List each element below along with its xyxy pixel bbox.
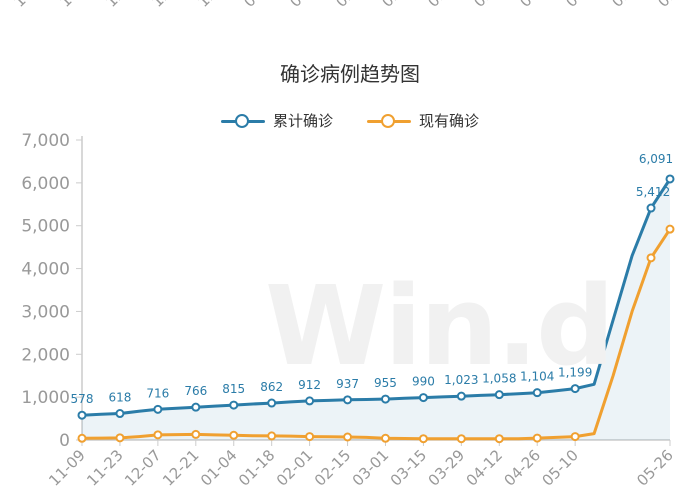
header-tick-label: 04-0: [516, 0, 553, 11]
series-point-1: [115, 433, 125, 443]
header-tick-label: 03-0: [424, 0, 461, 11]
header-tick-label: 02-2: [378, 0, 415, 11]
series-point-1: [305, 432, 315, 442]
legend-swatch-current: [367, 113, 411, 128]
series-point-0: [77, 410, 87, 420]
series-point-0: [115, 409, 125, 419]
y-tick-label: 0: [59, 431, 70, 451]
series-area-0: [82, 179, 670, 440]
y-tick-label: 1,000: [21, 388, 70, 408]
header-tick-label: 12-0: [102, 0, 139, 11]
series-point-1: [494, 434, 504, 444]
x-tick-label: 05-26: [633, 446, 677, 490]
data-label: 1,023: [444, 373, 478, 387]
series-point-0: [494, 390, 504, 400]
data-label: 862: [260, 380, 283, 394]
series-point-0: [191, 402, 201, 412]
series-point-0: [570, 384, 580, 394]
x-tick-label: 02-01: [273, 446, 317, 490]
header-tick-label: 03-: [470, 0, 500, 11]
header-tick-label: 11-2: [56, 0, 93, 11]
series-point-0: [665, 174, 675, 184]
y-tick-label: 5,000: [21, 217, 70, 237]
data-label: 937: [336, 377, 359, 391]
header-tick-label: 12-: [148, 0, 178, 11]
legend-swatch-cumulative: [220, 113, 265, 128]
y-tick-label: 4,000: [21, 260, 70, 280]
x-tick-label: 02-15: [311, 446, 355, 490]
chart-title: 确诊病例趋势图: [280, 62, 420, 86]
header-tick-label: 05-2: [654, 0, 691, 11]
data-label: 990: [412, 375, 435, 389]
data-label: 1,058: [482, 372, 516, 386]
data-label: 1,104: [520, 370, 554, 384]
header-tick-label: 11-: [10, 0, 40, 11]
series-point-0: [305, 396, 315, 406]
header-tick-label: 01-2: [286, 0, 323, 11]
x-tick-label: 05-10: [538, 446, 582, 490]
series-point-0: [418, 393, 428, 403]
series-point-1: [267, 431, 277, 441]
legend-label-current: 现有确诊: [419, 112, 480, 130]
x-tick-label: 04-26: [501, 446, 545, 490]
y-tick-label: 7,000: [21, 131, 70, 151]
y-tick-label: 3,000: [21, 302, 70, 322]
data-label: 766: [184, 384, 207, 398]
x-tick-label: 01-18: [235, 446, 279, 490]
series-point-1: [77, 433, 87, 443]
header-tick-label: 12-3: [194, 0, 231, 11]
series-point-0: [343, 395, 353, 405]
series-point-0: [532, 388, 542, 398]
x-tick-label: 01-04: [197, 446, 241, 490]
series-point-1: [229, 430, 239, 440]
x-tick-label: 03-01: [349, 446, 393, 490]
y-tick-label: 6,000: [21, 174, 70, 194]
header-tick-label: 05-: [608, 0, 638, 11]
data-label: 618: [108, 391, 131, 405]
series-point-0: [380, 394, 390, 404]
series-point-1: [153, 430, 163, 440]
y-tick-label: 2,000: [21, 345, 70, 365]
data-label: 1,199: [558, 366, 592, 380]
data-label: 955: [374, 376, 397, 390]
data-label: 815: [222, 382, 245, 396]
data-label: 6,091: [639, 152, 673, 166]
series-point-1: [343, 432, 353, 442]
series-point-0: [646, 203, 656, 213]
header-tick-label: 02-: [332, 0, 362, 11]
series-point-1: [380, 433, 390, 443]
x-tick-label: 04-12: [463, 446, 507, 490]
legend-item-cumulative[interactable]: 累计确诊: [220, 110, 333, 131]
data-label: 5,412: [636, 185, 670, 199]
series-point-1: [570, 432, 580, 442]
x-tick-label: 12-21: [159, 446, 203, 490]
series-point-1: [665, 224, 675, 234]
header-tick-label: 04-: [562, 0, 592, 11]
x-tick-label: 03-29: [425, 446, 469, 490]
series-point-0: [267, 398, 277, 408]
legend-item-current[interactable]: 现有确诊: [367, 110, 479, 131]
x-tick-label: 11-09: [45, 446, 89, 490]
x-tick-label: 12-07: [121, 446, 165, 490]
series-point-0: [456, 391, 466, 401]
series-point-1: [418, 434, 428, 444]
legend-label-cumulative: 累计确诊: [272, 112, 333, 130]
chart-legend: 累计确诊 现有确诊: [0, 110, 700, 131]
series-point-1: [456, 434, 466, 444]
series-point-1: [646, 253, 656, 263]
data-label: 578: [71, 392, 94, 406]
header-tick-label: 01-: [240, 0, 270, 11]
x-tick-label: 11-23: [83, 446, 127, 490]
data-label: 912: [298, 378, 321, 392]
data-label: 716: [146, 386, 169, 400]
x-tick-label: 03-15: [387, 446, 431, 490]
series-point-0: [229, 400, 239, 410]
series-point-1: [532, 433, 542, 443]
series-point-0: [153, 404, 163, 414]
series-point-1: [191, 429, 201, 439]
